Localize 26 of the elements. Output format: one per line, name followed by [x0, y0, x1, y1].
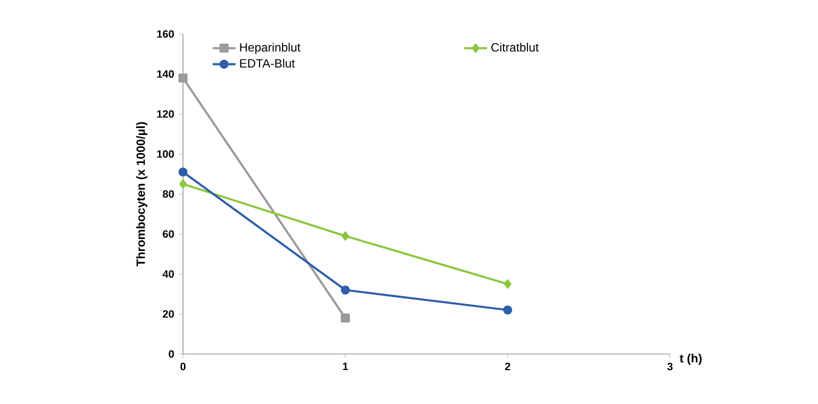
- y-tick-label: 20: [162, 310, 174, 318]
- point: [340, 285, 350, 295]
- y-tick-label: 160: [157, 30, 174, 38]
- y-tick-label: 0: [168, 350, 174, 358]
- x-tick-label: 1: [343, 362, 348, 370]
- y-tick-label: 100: [157, 150, 174, 158]
- point: [342, 231, 350, 241]
- point: [178, 167, 188, 177]
- y-tick-label: 80: [162, 190, 174, 198]
- y-axis-title: Thrombocyten (x 1000/µl): [136, 122, 148, 266]
- point: [504, 279, 512, 289]
- legend-label: Heparinblut: [240, 42, 300, 54]
- point: [178, 73, 188, 83]
- point: [503, 305, 512, 315]
- point: [179, 179, 187, 189]
- legend-label: Citratblut: [491, 42, 539, 52]
- point: [340, 313, 350, 323]
- x-tick-label: 2: [505, 362, 510, 370]
- legend-label: EDTA-Blut: [240, 58, 295, 68]
- x-axis-title: t (h): [680, 354, 702, 365]
- y-tick-label: 140: [157, 70, 174, 78]
- x-tick-label: 3: [667, 362, 673, 370]
- y-tick-label: 40: [162, 270, 174, 278]
- y-tick-label: 120: [157, 110, 174, 118]
- y-tick-label: 60: [162, 230, 174, 238]
- x-tick-label: 0: [180, 362, 186, 370]
